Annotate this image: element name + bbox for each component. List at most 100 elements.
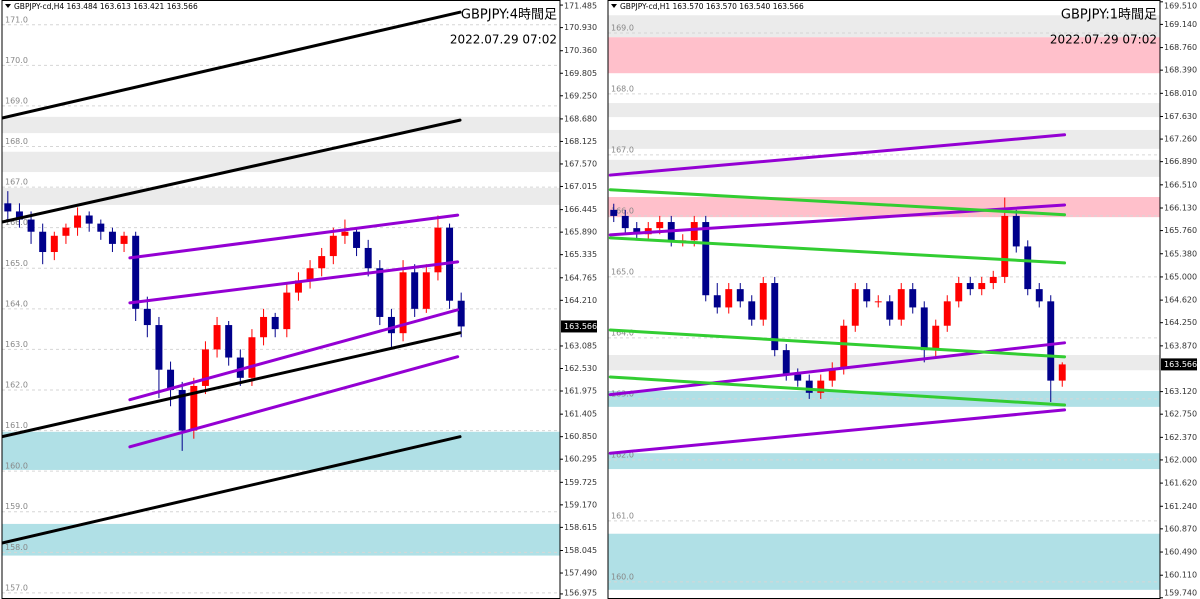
candle-body bbox=[782, 350, 790, 375]
candle-body bbox=[236, 357, 244, 378]
y-tick-label: 165.380 bbox=[1164, 249, 1197, 258]
trend-line bbox=[2, 118, 462, 224]
annotation-date: 2022.07.29 07:02 bbox=[1050, 33, 1157, 47]
candle-body bbox=[690, 222, 698, 241]
level-label: 162.0 bbox=[611, 450, 634, 459]
candle-body bbox=[851, 289, 859, 326]
level-label: 168.0 bbox=[611, 84, 634, 93]
price-tag-label: 163.566 bbox=[564, 322, 597, 331]
candle-body bbox=[225, 325, 233, 358]
candle-body bbox=[943, 301, 951, 326]
candle-body bbox=[828, 368, 836, 381]
level-label: 160.0 bbox=[5, 462, 28, 471]
candle-body bbox=[1035, 289, 1043, 302]
level-label: 171.0 bbox=[5, 15, 28, 24]
header-arrow bbox=[5, 4, 11, 8]
candle-body bbox=[62, 227, 70, 236]
candle-body bbox=[201, 349, 209, 386]
price-tag-label: 163.566 bbox=[1164, 360, 1197, 369]
candle-body bbox=[260, 316, 268, 338]
level-label: 165.0 bbox=[611, 267, 634, 276]
candle-body bbox=[190, 385, 198, 431]
candle-body bbox=[794, 374, 802, 381]
trend-line bbox=[608, 133, 1067, 177]
y-tick-label: 161.240 bbox=[1164, 502, 1197, 511]
trend-line bbox=[608, 328, 1067, 359]
y-tick-label: 163.120 bbox=[1164, 387, 1197, 396]
candle-body bbox=[353, 231, 361, 248]
trend-line bbox=[2, 435, 462, 545]
zone bbox=[608, 453, 1160, 470]
candle-body bbox=[1012, 215, 1020, 247]
zone bbox=[2, 151, 560, 173]
candle-body bbox=[656, 222, 664, 229]
level-label: 169.0 bbox=[611, 23, 634, 32]
trend-line bbox=[608, 375, 1067, 407]
candle-body bbox=[50, 235, 58, 253]
y-tick-label: 162.000 bbox=[1164, 455, 1197, 464]
y-tick-label: 162.370 bbox=[1164, 433, 1197, 442]
y-tick-label: 166.130 bbox=[1164, 204, 1197, 213]
y-tick-label: 169.140 bbox=[1164, 20, 1197, 29]
y-tick-label: 170.930 bbox=[564, 23, 597, 32]
candle-body bbox=[955, 283, 963, 302]
level-label: 167.0 bbox=[611, 145, 634, 154]
y-tick-label: 164.250 bbox=[1164, 318, 1197, 327]
trend-line bbox=[2, 10, 462, 120]
y-tick-label: 161.975 bbox=[564, 387, 597, 396]
candle-body bbox=[1047, 301, 1055, 381]
y-tick-label: 171.485 bbox=[564, 2, 597, 11]
zone bbox=[608, 15, 1160, 38]
y-tick-label: 166.890 bbox=[1164, 157, 1197, 166]
zone bbox=[608, 129, 1160, 149]
trend-line bbox=[608, 188, 1067, 217]
candle-body bbox=[817, 380, 825, 393]
y-tick-label: 163.870 bbox=[1164, 341, 1197, 350]
candle-body bbox=[966, 283, 974, 290]
y-tick-label: 159.170 bbox=[564, 500, 597, 509]
y-tick-label: 167.015 bbox=[564, 182, 597, 191]
candle-body bbox=[989, 276, 997, 284]
plot-area: 171.0 170.0 169.0 168.0 167.0 166.0 165.0 164.0… bbox=[2, 10, 560, 594]
candle-body bbox=[167, 369, 175, 390]
candle-body bbox=[422, 272, 430, 309]
y-tick-label: 160.490 bbox=[1164, 548, 1197, 557]
trend-line bbox=[2, 331, 462, 439]
y-tick-label: 167.260 bbox=[1164, 135, 1197, 144]
zone bbox=[2, 431, 560, 470]
annotation-title: GBPJPY:4時間足 bbox=[461, 8, 557, 23]
candle-body bbox=[132, 235, 140, 309]
candle-body bbox=[805, 380, 813, 393]
candle-body bbox=[387, 316, 395, 334]
y-tick-label: 168.390 bbox=[1164, 66, 1197, 75]
candle-body bbox=[932, 325, 940, 351]
candle-body bbox=[143, 308, 151, 326]
y-tick-label: 166.445 bbox=[564, 205, 597, 214]
candle-body bbox=[840, 325, 848, 369]
candle-body bbox=[341, 231, 349, 236]
y-tick-label: 165.890 bbox=[564, 228, 597, 237]
candle-body bbox=[759, 283, 767, 320]
candle-body bbox=[85, 215, 93, 224]
zone bbox=[608, 37, 1160, 74]
level-label: 166.0 bbox=[5, 218, 28, 227]
candle-body bbox=[863, 289, 871, 302]
y-tick-label: 168.680 bbox=[564, 114, 597, 123]
candle-body bbox=[306, 268, 314, 281]
y-tick-label: 156.975 bbox=[564, 589, 597, 598]
candle-body bbox=[329, 235, 337, 257]
level-label: 162.0 bbox=[5, 380, 28, 389]
candle-body bbox=[97, 223, 105, 232]
candle-body bbox=[1058, 364, 1066, 381]
y-tick-label: 169.250 bbox=[564, 91, 597, 100]
header-arrow bbox=[611, 4, 617, 8]
candle-body bbox=[399, 272, 407, 334]
chart-panel: 169.0168.0167.0166.0165.0164.0163.0162.0… bbox=[607, 0, 1197, 599]
y-tick-label: 167.630 bbox=[1164, 112, 1197, 121]
y-tick-label: 160.110 bbox=[1164, 571, 1197, 580]
candle-body bbox=[771, 283, 779, 351]
level-label: 169.0 bbox=[5, 96, 28, 105]
level-label: 163.0 bbox=[5, 340, 28, 349]
annotation-date: 2022.07.29 07:02 bbox=[450, 33, 557, 47]
